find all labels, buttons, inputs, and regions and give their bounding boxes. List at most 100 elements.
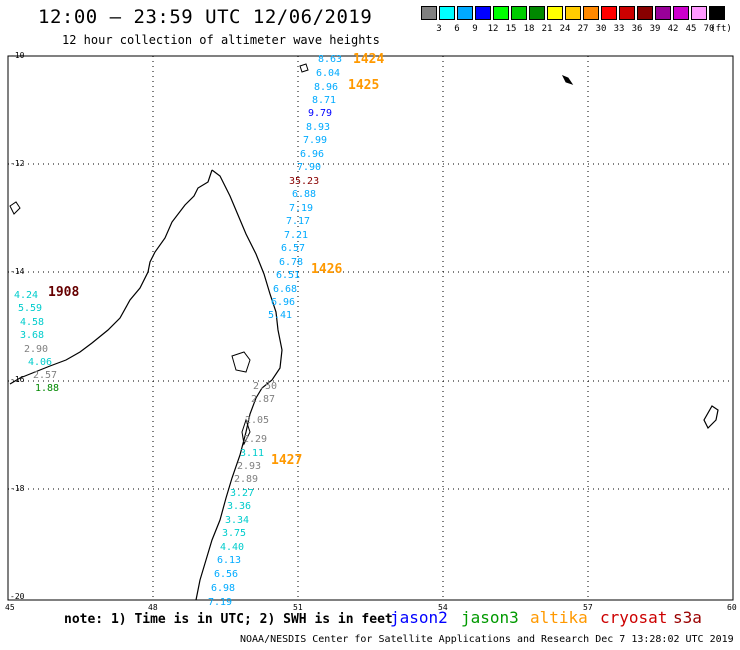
legend-label: 21: [541, 24, 553, 34]
wave-height-label: 8.96: [314, 82, 339, 93]
pass-label: 1908: [48, 285, 80, 300]
wave-height-label: 6.96: [300, 149, 325, 160]
wave-height-label: 8.71: [312, 95, 337, 106]
wave-height-label: 6.57: [281, 243, 306, 254]
wave-height-label: 2.89: [234, 474, 259, 485]
graticule: [8, 56, 733, 600]
wave-height-label: 2.50: [253, 381, 278, 392]
legend-label: 27: [577, 24, 589, 34]
legend-label: 33: [613, 24, 625, 34]
legend-label: 3: [436, 24, 442, 34]
lon-label: 57: [583, 603, 593, 612]
legend-swatch: [673, 6, 689, 20]
wave-height-label: 2.93: [237, 461, 262, 472]
wave-height-label: 7.19: [289, 203, 314, 214]
map-frame: [7, 55, 734, 601]
wave-height-label: 4.58: [20, 317, 45, 328]
pass-label: 1424: [353, 52, 385, 67]
legend-swatch: [637, 6, 653, 20]
legend-label: (ft): [710, 24, 732, 34]
wave-height-label: 2.05: [245, 415, 270, 426]
satellite-name-s3a: s3a: [673, 608, 702, 627]
wave-height-label: 7.21: [284, 230, 309, 241]
wave-height-label: 6.56: [214, 569, 239, 580]
island-nosy-be: [231, 351, 251, 373]
pass-label: 1426: [311, 262, 343, 277]
lon-label: 54: [438, 603, 448, 612]
satellite-name-altika: altika: [530, 608, 588, 627]
wave-height-label: 3.36: [227, 501, 252, 512]
legend-label: 30: [595, 24, 607, 34]
wave-height-label: 5.41: [268, 310, 293, 321]
lon-label: 45: [5, 603, 15, 612]
legend-swatch: [655, 6, 671, 20]
credit-line: NOAA/NESDIS Center for Satellite Applica…: [240, 634, 734, 645]
lat-label: -16: [10, 375, 25, 384]
lon-label: 60: [727, 603, 737, 612]
legend-swatch: [565, 6, 581, 20]
legend-swatch: [529, 6, 545, 20]
chart-subtitle: 12 hour collection of altimeter wave hei…: [62, 33, 380, 47]
wave-height-label: 8.93: [306, 122, 331, 133]
coastline-madagascar: [9, 169, 283, 601]
wave-height-label: 4.24: [14, 290, 39, 301]
wave-height-label: 6.68: [273, 284, 298, 295]
wave-height-label: 5.59: [18, 303, 43, 314]
footnote: note: 1) Time is in UTC; 2) SWH is in fe…: [64, 612, 393, 627]
wave-height-label: 35.23: [289, 176, 320, 187]
island-aldabra: [299, 63, 309, 73]
wave-height-label: 3.11: [240, 448, 265, 459]
lon-label: 51: [293, 603, 303, 612]
islet-west: [9, 201, 21, 215]
wave-height-label: 7.90: [297, 162, 322, 173]
legend-swatch: [511, 6, 527, 20]
wave-height-label: 2.87: [251, 394, 276, 405]
pass-label: 1425: [348, 78, 380, 93]
legend-label: 9: [472, 24, 478, 34]
legend-label: 15: [505, 24, 517, 34]
wave-height-label: 4.06: [28, 357, 53, 368]
wave-height-label: 2.90: [24, 344, 49, 355]
island-mauritius: [703, 405, 719, 430]
legend-label: 42: [667, 24, 679, 34]
wave-height-label: 6.51: [276, 270, 301, 281]
wave-height-label: 8.63: [318, 54, 343, 65]
wave-height-label: 6.98: [211, 583, 236, 594]
wave-height-label: 9.79: [308, 108, 333, 119]
legend-swatch: [601, 6, 617, 20]
legend-label: 70: [703, 24, 715, 34]
legend-label: 36: [631, 24, 643, 34]
wave-height-label: 3.27: [230, 488, 255, 499]
wave-height-label: 3.34: [225, 515, 250, 526]
legend-label: 6: [454, 24, 460, 34]
legend-swatch: [493, 6, 509, 20]
legend-label: 39: [649, 24, 661, 34]
wave-height-label: 6.88: [292, 189, 317, 200]
chart-title: 12:00 — 23:59 UTC 12/06/2019: [38, 6, 373, 28]
island-cargados: [561, 75, 574, 85]
legend-label: 18: [523, 24, 535, 34]
lon-label: 48: [148, 603, 158, 612]
satellite-name-jason3: jason3: [461, 608, 519, 627]
wave-height-label: 7.99: [303, 135, 328, 146]
wave-height-label: 6.04: [316, 68, 341, 79]
wave-height-label: 6.78: [279, 257, 304, 268]
lat-label: -12: [10, 159, 25, 168]
wave-height-label: 7.17: [286, 216, 311, 227]
wave-height-label: 6.96: [271, 297, 296, 308]
legend-label: 24: [559, 24, 571, 34]
legend-swatch: [691, 6, 707, 20]
legend-swatch: [547, 6, 563, 20]
lat-label: -10: [10, 51, 25, 60]
lat-label: -18: [10, 484, 25, 493]
legend-swatch: [583, 6, 599, 20]
legend-swatch: [439, 6, 455, 20]
wave-height-label: 3.68: [20, 330, 45, 341]
legend-label: 12: [487, 24, 499, 34]
legend-swatch: [421, 6, 437, 20]
wave-height-label: 2.57: [33, 370, 58, 381]
satellite-name-cryosat: cryosat: [600, 608, 668, 627]
wave-height-label: 6.13: [217, 555, 242, 566]
legend-swatch: [475, 6, 491, 20]
legend-swatch: [709, 6, 725, 20]
